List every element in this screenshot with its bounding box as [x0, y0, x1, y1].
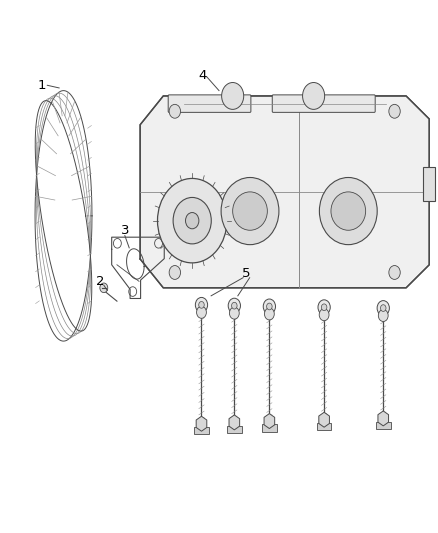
Bar	[262, 424, 277, 432]
Circle shape	[378, 310, 388, 321]
Polygon shape	[140, 96, 429, 288]
Circle shape	[381, 305, 386, 311]
Circle shape	[319, 309, 329, 321]
Circle shape	[318, 300, 330, 314]
Bar	[376, 422, 391, 429]
Polygon shape	[319, 413, 329, 427]
Text: 2: 2	[95, 275, 104, 288]
Text: 5: 5	[242, 267, 251, 280]
Circle shape	[169, 104, 180, 118]
Bar	[424, 167, 435, 201]
Circle shape	[228, 298, 240, 313]
Ellipse shape	[233, 192, 267, 230]
Circle shape	[230, 307, 239, 319]
Circle shape	[389, 104, 400, 118]
Circle shape	[186, 213, 199, 229]
Circle shape	[222, 83, 244, 109]
Circle shape	[199, 302, 204, 308]
Ellipse shape	[331, 192, 366, 230]
Circle shape	[158, 179, 227, 263]
Circle shape	[232, 302, 237, 309]
Bar	[227, 425, 242, 433]
Polygon shape	[229, 415, 240, 430]
Bar	[317, 423, 332, 431]
Polygon shape	[196, 416, 207, 431]
Circle shape	[267, 303, 272, 310]
Text: 3: 3	[121, 224, 130, 237]
Polygon shape	[378, 411, 389, 426]
Circle shape	[173, 197, 211, 244]
FancyBboxPatch shape	[168, 95, 251, 112]
Circle shape	[265, 308, 274, 320]
Text: 1: 1	[37, 79, 46, 92]
Circle shape	[169, 265, 180, 279]
Ellipse shape	[221, 177, 279, 245]
Circle shape	[263, 299, 276, 314]
Circle shape	[321, 304, 327, 311]
Circle shape	[377, 301, 389, 316]
Text: 4: 4	[198, 69, 207, 82]
Bar	[194, 427, 209, 434]
FancyBboxPatch shape	[272, 95, 375, 112]
Circle shape	[389, 265, 400, 279]
Polygon shape	[264, 414, 275, 429]
Circle shape	[100, 283, 108, 293]
Circle shape	[195, 297, 208, 312]
Ellipse shape	[319, 177, 377, 245]
Circle shape	[197, 306, 206, 318]
Circle shape	[303, 83, 325, 109]
